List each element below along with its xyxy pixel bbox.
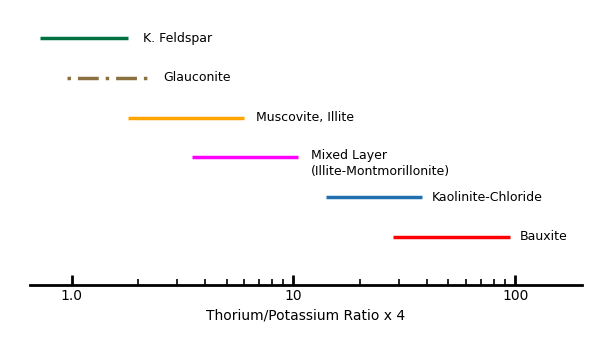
Text: Kaolinite-Chloride: Kaolinite-Chloride [431, 191, 542, 204]
Text: Muscovite, Illite: Muscovite, Illite [256, 111, 354, 124]
X-axis label: Thorium/Potassium Ratio x 4: Thorium/Potassium Ratio x 4 [206, 309, 406, 323]
Text: K. Feldspar: K. Feldspar [143, 32, 212, 45]
Text: Mixed Layer
(Illite-Montmorillonite): Mixed Layer (Illite-Montmorillonite) [311, 149, 450, 178]
Text: Bauxite: Bauxite [520, 230, 568, 243]
Text: Glauconite: Glauconite [164, 71, 231, 84]
